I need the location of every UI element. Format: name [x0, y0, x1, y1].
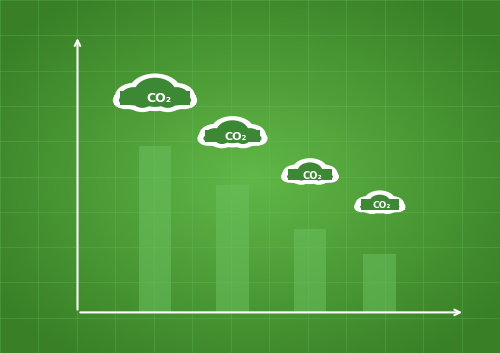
Circle shape	[252, 135, 262, 142]
Circle shape	[128, 73, 182, 111]
Circle shape	[354, 201, 370, 212]
Bar	[364, 254, 396, 312]
Circle shape	[312, 164, 338, 183]
Circle shape	[390, 201, 406, 212]
Circle shape	[236, 134, 250, 144]
Circle shape	[292, 158, 329, 184]
Circle shape	[119, 96, 132, 105]
Circle shape	[360, 205, 364, 208]
Bar	[204, 130, 260, 143]
Bar	[361, 199, 399, 210]
Circle shape	[362, 201, 382, 214]
Circle shape	[204, 135, 212, 142]
Circle shape	[290, 170, 312, 185]
Circle shape	[205, 128, 225, 142]
Circle shape	[234, 124, 266, 146]
Circle shape	[328, 175, 333, 179]
Circle shape	[287, 175, 292, 179]
Text: CO₂: CO₂	[224, 132, 246, 142]
Text: CO₂: CO₂	[302, 170, 322, 181]
Circle shape	[364, 190, 396, 214]
Circle shape	[172, 91, 197, 109]
Circle shape	[396, 205, 400, 208]
Bar	[288, 169, 332, 180]
Circle shape	[152, 90, 183, 112]
Bar	[294, 229, 326, 312]
Bar	[198, 134, 266, 143]
Circle shape	[308, 170, 330, 185]
Circle shape	[133, 95, 152, 108]
Circle shape	[198, 131, 218, 146]
Circle shape	[210, 116, 254, 148]
Circle shape	[115, 83, 153, 110]
Circle shape	[322, 170, 339, 183]
Bar	[282, 173, 338, 180]
Circle shape	[296, 174, 306, 180]
Circle shape	[384, 205, 391, 210]
Circle shape	[178, 96, 191, 105]
Circle shape	[318, 169, 332, 179]
Circle shape	[121, 87, 147, 106]
Circle shape	[134, 78, 175, 107]
Bar	[216, 185, 249, 312]
Circle shape	[370, 195, 390, 209]
Circle shape	[158, 95, 177, 108]
Circle shape	[314, 174, 324, 180]
Circle shape	[381, 196, 404, 213]
Text: CO₂: CO₂	[372, 201, 391, 210]
Circle shape	[216, 120, 248, 143]
Circle shape	[127, 90, 158, 112]
Circle shape	[281, 170, 298, 183]
Circle shape	[368, 205, 376, 210]
Circle shape	[378, 201, 397, 214]
Circle shape	[387, 201, 398, 208]
Circle shape	[209, 130, 235, 148]
Bar	[355, 204, 405, 210]
Circle shape	[199, 124, 230, 146]
Circle shape	[113, 91, 138, 109]
Circle shape	[157, 83, 195, 110]
Circle shape	[163, 87, 189, 106]
Bar	[120, 91, 190, 105]
Bar	[114, 95, 196, 105]
Circle shape	[215, 134, 229, 144]
Circle shape	[288, 169, 302, 179]
Circle shape	[246, 131, 268, 146]
Bar	[138, 146, 172, 312]
Text: CO₂: CO₂	[146, 92, 171, 105]
Circle shape	[282, 164, 308, 183]
Circle shape	[230, 130, 256, 148]
Circle shape	[240, 128, 260, 142]
Circle shape	[362, 201, 372, 208]
Circle shape	[298, 162, 322, 180]
Circle shape	[356, 196, 378, 213]
